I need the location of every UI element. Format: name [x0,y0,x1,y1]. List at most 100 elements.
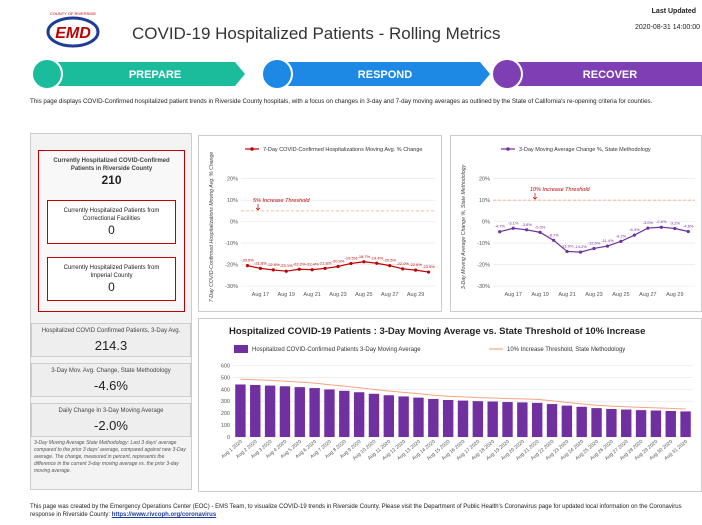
y-tick-label: -10% [225,241,238,247]
x-tick-label: Aug 29 [666,292,683,298]
y-tick-label: 10% [479,198,490,204]
point [362,260,366,264]
bar [635,410,647,437]
y-tick-label: 600 [221,363,230,369]
x-tick-label: Aug 21 [558,292,575,298]
bar [428,398,439,437]
bar [487,401,498,437]
x-tick-label: Aug 29 [407,292,424,298]
data-label: -20.5% [241,258,254,263]
data-label: -3.1% [508,220,519,225]
x-tick-label: Aug 25 [612,292,629,298]
bar [294,387,305,437]
bar [324,389,335,437]
data-label: -22.4% [306,262,319,267]
data-label: -3.8% [521,222,532,227]
x-tick-label: Aug 17 [504,292,521,298]
y-tick-label: -10% [477,241,490,247]
point [565,249,569,254]
point [578,250,583,254]
point [552,238,556,242]
data-label: -4.6% [683,224,694,229]
kpi-stat: Daily Change In 3-Day Moving Average -2.0… [31,403,191,437]
footer-link[interactable]: https://www.rivcoph.org/coronavirus [111,512,217,518]
point [310,268,314,272]
logo-sub: COUNTY OF RIVERSIDE [50,11,96,16]
nav-label[interactable]: PREPARE [129,69,181,81]
kpi-value: -2.0% [94,418,128,433]
bar [457,400,469,437]
y-tick-label: 100 [221,423,230,429]
threshold-arrow [532,193,538,200]
data-label: -23.5% [422,264,435,269]
chart-panel: -30% -20% -10% 0% 10% 20% 3-Day Moving Average… [450,135,702,312]
kpi-value: 214.3 [94,338,128,353]
legend-label: Hospitalized COVID-Confirmed Patients 3-… [252,347,421,353]
bar [383,395,394,437]
y-tick-label: 300 [221,399,230,405]
point [323,266,327,271]
data-label: -21.8% [254,260,267,265]
data-label: -9.2% [616,233,627,238]
y-tick-label: 20% [227,177,238,183]
point [511,226,515,230]
updated-label: Last Updated [651,8,696,15]
logo: COUNTY OF RIVERSIDE EMD [46,11,100,48]
data-label: -22.0% [396,261,409,266]
kpi-value: 210 [101,173,122,187]
bar [576,406,587,437]
data-label: -13.9% [561,243,574,248]
chart-title: Hospitalized COVID-19 Patients : 3-Day M… [229,326,645,337]
bar [353,392,365,437]
bar [472,401,484,437]
point [414,268,418,272]
kpi-value: 0 [108,280,115,294]
point [258,266,262,271]
updated-value: 2020-08-31 14:00:00 [635,24,700,31]
nav-label[interactable]: RECOVER [583,69,637,81]
data-label: -11.4% [601,238,614,243]
kpi-label: Currently Hospitalized COVID-Confirmed P… [53,158,170,172]
threshold-line [240,378,686,410]
legend-swatch [234,345,248,353]
kpi-note: 3-Day Moving Average State Methodology: … [34,440,186,474]
y-tick-label: 0% [482,220,490,226]
x-tick-label: Aug 27 [381,292,398,298]
nav-arrow [45,62,245,86]
point [525,228,529,232]
y-tick-label: -20% [225,263,238,269]
bar [606,408,617,437]
data-label: -18.7% [358,254,371,259]
bar [235,384,246,437]
y-tick-label: 500 [221,375,230,381]
y-axis-label: 3-Day Moving Average Change %, State Met… [461,164,467,289]
bar [309,388,320,437]
kpi-label: 3-Day Mov. Avg. Change, State Methodolog… [51,368,171,374]
data-label: -22.6% [409,262,422,267]
bar [532,402,543,437]
logo-text: EMD [55,25,91,42]
y-tick-label: 0 [227,435,230,441]
data-label: -14.2% [574,244,587,249]
y-tick-label: 0% [230,220,238,226]
data-label: -22.5% [267,262,280,267]
logo-ring [46,16,100,48]
kpi-value: 0 [108,223,115,237]
point [271,268,275,272]
point [245,264,250,268]
x-tick-label: Aug 23 [329,292,346,298]
page-title: COVID-19 Hospitalized Patients - Rolling… [132,24,501,43]
nav-arrow [275,62,490,86]
x-tick-label: Aug 23 [585,292,602,298]
point [619,239,623,243]
x-tick-label: Aug 25 [355,292,372,298]
y-tick-label: -20% [477,263,490,269]
data-label: -3.2% [670,221,681,226]
nav-label[interactable]: RESPOND [358,69,412,81]
x-tick-label: Aug 27 [639,292,656,298]
kpi-label: Currently Hospitalized Patients from Cor… [63,208,160,222]
nav-icon [31,58,63,90]
point [388,264,392,268]
point [646,226,650,230]
